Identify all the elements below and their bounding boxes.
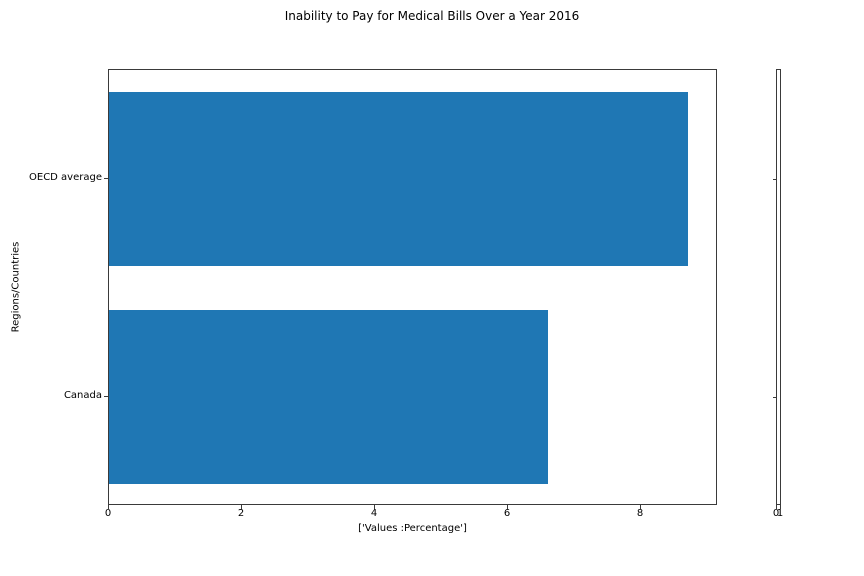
- y-tick-mark: [104, 396, 108, 397]
- y-tick-label: Canada: [63, 390, 102, 401]
- chart-title: Inability to Pay for Medical Bills Over …: [284, 9, 580, 23]
- x-tick-label: 8: [636, 508, 644, 519]
- y-tick-label: OECD average: [29, 172, 102, 183]
- x-tick-mark: [241, 505, 242, 509]
- x-tick-label: 2: [237, 508, 245, 519]
- secondary-x-tick-label: 0: [772, 508, 780, 519]
- x-tick-label: 4: [370, 508, 378, 519]
- x-axis-label: ['Values :Percentage']: [358, 523, 467, 534]
- bar-canada: [109, 310, 548, 484]
- x-tick-mark: [507, 505, 508, 509]
- x-tick-label: 6: [503, 508, 511, 519]
- secondary-y-tick-mark: [773, 179, 777, 180]
- x-tick-label: 0: [104, 508, 112, 519]
- x-tick-mark: [640, 505, 641, 509]
- secondary-x-tick-mark: [780, 505, 781, 509]
- x-tick-mark: [108, 505, 109, 509]
- secondary-axes: [773, 69, 781, 505]
- secondary-x-tick-label: 1: [776, 508, 784, 519]
- secondary-y-tick-mark: [773, 397, 777, 398]
- y-tick-mark: [104, 178, 108, 179]
- secondary-x-tick-mark: [776, 505, 777, 509]
- plot-area: [108, 69, 717, 505]
- y-axis-label: Regions/Countries: [10, 241, 22, 333]
- x-tick-mark: [374, 505, 375, 509]
- bar-oecd-average: [109, 92, 688, 266]
